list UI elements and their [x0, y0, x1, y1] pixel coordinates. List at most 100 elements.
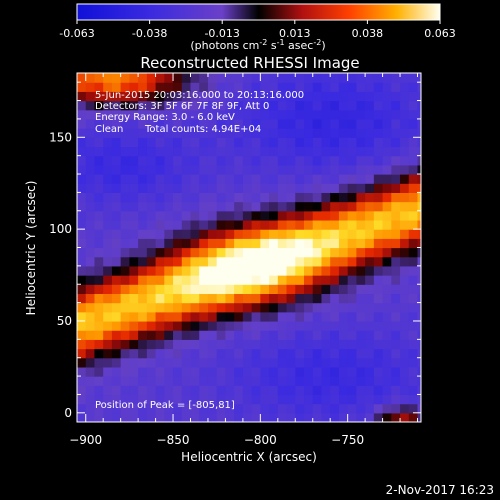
heatmap-cell [103, 146, 113, 157]
heatmap-cell [164, 284, 174, 295]
heatmap-cell [77, 164, 87, 175]
heatmap-cell [173, 366, 183, 377]
heatmap-cell [417, 376, 421, 386]
heatmap-cell [155, 192, 165, 203]
heatmap-cell [155, 265, 165, 276]
heatmap-cell [111, 412, 122, 422]
heatmap-cell [85, 320, 96, 331]
heatmap-cell [286, 385, 296, 396]
heatmap-cell [295, 128, 305, 138]
heatmap-cell [338, 238, 349, 249]
heatmap-cell [181, 73, 192, 83]
heatmap-cell [400, 210, 410, 221]
heatmap-cell [120, 403, 130, 414]
heatmap-cell [295, 73, 305, 83]
heatmap-cell [347, 192, 357, 203]
heatmap-cell [207, 284, 218, 295]
heatmap-cell [199, 73, 209, 83]
heatmap-cell [347, 366, 357, 377]
annotation-energy-range: Energy Range: 3.0 - 6.0 keV [95, 112, 235, 123]
heatmap-cell [321, 82, 331, 92]
heatmap-cell [234, 109, 244, 120]
heatmap-cell [295, 192, 305, 203]
heatmap-cell [408, 320, 419, 331]
heatmap-cell [129, 366, 139, 377]
heatmap-cell [321, 146, 331, 157]
heatmap-cell [111, 256, 122, 267]
heatmap-cell [77, 155, 87, 166]
heatmap-cell [77, 137, 87, 148]
heatmap-cell [199, 100, 209, 111]
heatmap-cell [356, 201, 366, 212]
heatmap-cell [120, 284, 130, 295]
heatmap-cell [234, 284, 244, 295]
heatmap-cell [85, 118, 96, 129]
heatmap-cell [400, 155, 410, 166]
heatmap-cell [85, 339, 96, 350]
heatmap-cell [216, 164, 227, 175]
heatmap-cell [129, 146, 139, 157]
heatmap-cell [382, 275, 392, 285]
heatmap-cell [199, 91, 209, 102]
heatmap-cell [85, 100, 96, 111]
heatmap-cell [321, 348, 331, 359]
heatmap-cell [94, 238, 104, 249]
heatmap-cell [269, 118, 279, 129]
heatmap-cell [77, 174, 87, 184]
heatmap-cell [312, 118, 323, 129]
heatmap-cell [190, 201, 200, 212]
heatmap-cell [234, 128, 244, 138]
heatmap-cell [77, 293, 87, 304]
heatmap-cell [216, 394, 227, 405]
heatmap-cell [295, 265, 305, 276]
heatmap-cell [330, 403, 340, 414]
heatmap-cell [190, 348, 200, 359]
heatmap-cell [199, 385, 209, 396]
heatmap-cell [269, 192, 279, 203]
heatmap-cell [408, 357, 419, 368]
heatmap-cell [269, 210, 279, 221]
heatmap-cell [391, 376, 401, 386]
heatmap-cell [173, 73, 183, 83]
heatmap-cell [199, 229, 209, 239]
heatmap-cell [251, 192, 261, 203]
heatmap-cell [129, 174, 139, 184]
heatmap-cell [234, 210, 244, 221]
heatmap-cell [382, 73, 392, 83]
heatmap-cell [382, 330, 392, 340]
heatmap-cell [120, 348, 130, 359]
heatmap-cell [120, 320, 130, 331]
heatmap-cell [277, 412, 288, 422]
heatmap-cell [400, 394, 410, 405]
heatmap-cell [111, 385, 122, 396]
heatmap-cell [234, 238, 244, 249]
heatmap-cell [85, 394, 96, 405]
heatmap-cell [173, 376, 183, 386]
heatmap-cell [408, 412, 419, 422]
heatmap-cell [111, 302, 122, 313]
heatmap-cell [400, 385, 410, 396]
heatmap-cell [225, 302, 235, 313]
heatmap-cell [330, 366, 340, 377]
heatmap-cell [304, 219, 314, 230]
heatmap-cell [111, 357, 122, 368]
heatmap-cell [94, 275, 104, 285]
heatmap-cell [85, 210, 96, 221]
heatmap-cell [417, 174, 421, 184]
heatmap-cell [155, 210, 165, 221]
heatmap-cell [286, 330, 296, 340]
heatmap-cell [111, 109, 122, 120]
heatmap-cell [77, 385, 87, 396]
heatmap-cell [216, 275, 227, 285]
heatmap-cell [347, 265, 357, 276]
heatmap-cell [190, 385, 200, 396]
heatmap-cell [199, 238, 209, 249]
heatmap-cell [365, 256, 375, 267]
y-axis-label: Heliocentric Y (arcsec) [24, 181, 38, 316]
heatmap-cell [382, 155, 392, 166]
heatmap-cell [295, 247, 305, 258]
heatmap-cell [260, 82, 270, 92]
heatmap-cell [365, 137, 375, 148]
heatmap-cell [111, 376, 122, 386]
heatmap-cell [242, 394, 253, 405]
